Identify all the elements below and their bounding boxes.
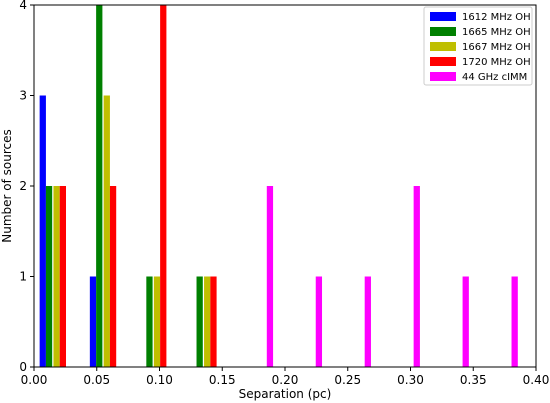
x-axis-label: Separation (pc) (239, 387, 332, 401)
y-ticks: 0 1 2 3 4 (19, 0, 34, 374)
x-tick-label: 0.10 (146, 373, 173, 387)
y-tick-label: 1 (19, 270, 27, 284)
bar-4-3 (413, 186, 420, 367)
bar-2-1 (103, 95, 110, 367)
bar-4-5 (511, 276, 518, 367)
legend-label: 44 GHz cIMM (462, 72, 527, 83)
bar-0-0 (39, 95, 46, 367)
bar-3-3 (210, 276, 217, 367)
y-tick-label: 3 (19, 89, 27, 103)
bar-4-1 (315, 276, 323, 367)
bar-2-3 (204, 276, 211, 367)
legend: 1612 MHz OH 1665 MHz OH 1667 MHz OH 1720 MH… (423, 6, 533, 86)
bar-2-0 (53, 186, 60, 367)
bar-3-1 (109, 186, 117, 367)
x-tick-label: 0.25 (334, 373, 361, 387)
bar-1-3 (196, 276, 203, 367)
bar-1-0 (45, 186, 53, 367)
legend-label: 1720 MHz OH (462, 57, 531, 68)
y-tick-label: 0 (19, 360, 27, 374)
x-tick-label: 0.15 (209, 373, 236, 387)
x-tick-label: 0.05 (83, 373, 110, 387)
x-tick-label: 0.00 (21, 373, 48, 387)
bar-1-2 (146, 276, 153, 367)
x-tick-label: 0.35 (460, 373, 487, 387)
legend-label: 1665 MHz OH (462, 27, 531, 38)
x-tick-label: 0.20 (272, 373, 299, 387)
bar-0-1 (89, 276, 97, 367)
y-tick-label: 4 (19, 0, 27, 12)
y-tick-label: 2 (19, 179, 27, 193)
legend-swatch (430, 27, 456, 36)
legend-swatch (430, 57, 456, 66)
y-axis-label: Number of sources (0, 129, 14, 243)
bars-layer (39, 5, 518, 367)
legend-swatch (430, 42, 456, 51)
legend-swatch (430, 12, 456, 21)
legend-label: 1667 MHz OH (462, 42, 531, 53)
bar-4-4 (462, 276, 469, 367)
bar-4-0 (266, 186, 274, 367)
bar-3-0 (59, 186, 67, 367)
x-tick-label: 0.30 (397, 373, 424, 387)
bar-3-2 (160, 5, 167, 367)
x-ticks: 0.00 0.05 0.10 0.15 0.20 0.25 0.30 0.35 0.40 (21, 367, 550, 387)
bar-4-2 (364, 276, 371, 367)
bar-1-1 (96, 5, 103, 367)
legend-swatch (430, 72, 456, 81)
bar-2-2 (153, 276, 161, 367)
legend-label: 1612 MHz OH (462, 12, 531, 23)
x-tick-label: 0.40 (523, 373, 550, 387)
